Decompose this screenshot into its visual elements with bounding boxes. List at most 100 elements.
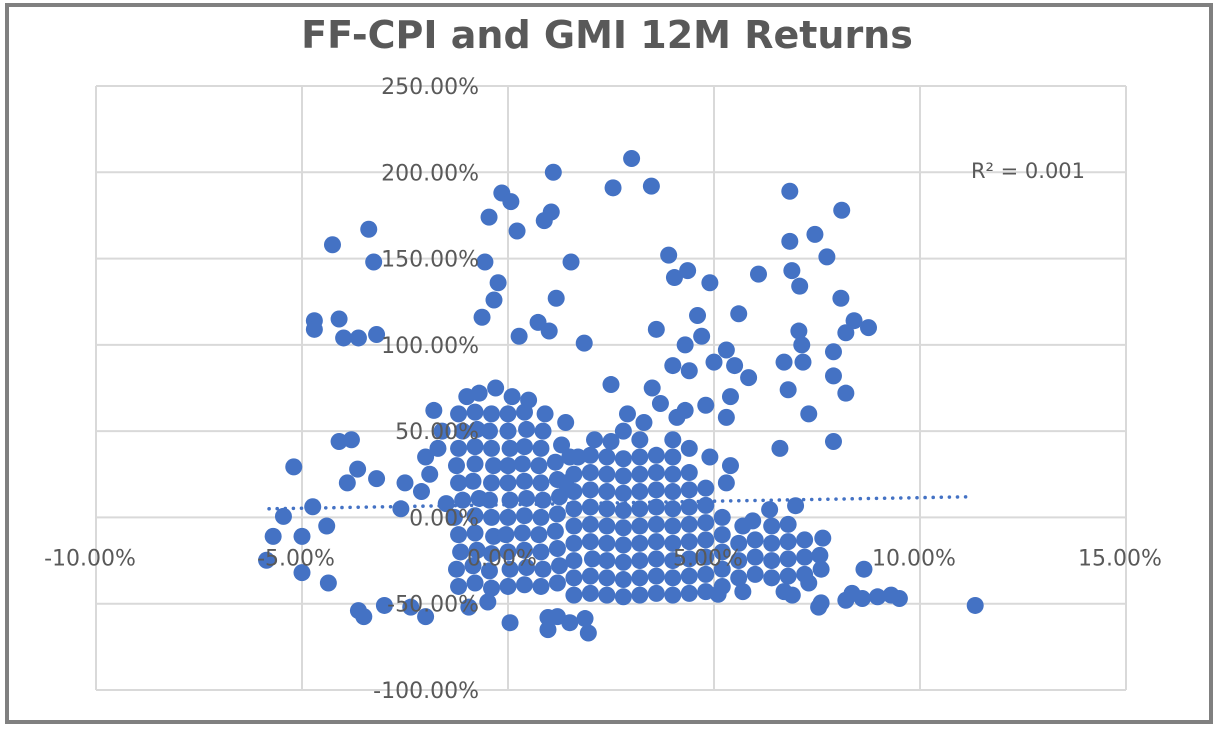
gridlines <box>95 85 1127 691</box>
data-point <box>763 517 781 535</box>
data-point <box>855 560 873 578</box>
data-point <box>642 177 660 195</box>
data-point <box>518 558 536 576</box>
data-point <box>499 457 517 475</box>
data-point <box>542 203 560 221</box>
data-point <box>664 586 682 604</box>
data-point <box>680 498 698 516</box>
data-point <box>779 567 797 585</box>
data-point <box>824 343 842 361</box>
data-point <box>833 201 851 219</box>
data-point <box>966 596 984 614</box>
data-point <box>293 564 311 582</box>
data-point <box>454 422 472 440</box>
data-point <box>713 577 731 595</box>
data-point <box>349 460 367 478</box>
data-point <box>664 448 682 466</box>
data-point <box>530 526 548 544</box>
data-points <box>258 149 984 642</box>
data-point <box>480 208 498 226</box>
data-point <box>565 483 583 501</box>
data-point <box>285 458 303 476</box>
r-squared-label: R² = 0.001 <box>971 159 1085 183</box>
data-point <box>779 533 797 551</box>
data-point <box>598 586 616 604</box>
data-point <box>740 369 758 387</box>
data-point <box>551 488 568 506</box>
data-point <box>713 526 731 544</box>
data-point <box>647 567 665 585</box>
data-point <box>534 422 552 440</box>
data-point <box>860 319 877 337</box>
y-tick-label: 100.00% <box>381 334 479 359</box>
data-point <box>680 515 698 533</box>
data-point <box>664 357 682 375</box>
data-point <box>466 455 484 473</box>
data-point <box>503 388 521 406</box>
data-point <box>258 551 276 569</box>
data-point <box>581 533 599 551</box>
data-point <box>368 470 386 488</box>
y-tick-label: -50.00% <box>387 593 479 618</box>
data-point <box>489 274 507 292</box>
data-point <box>476 253 494 271</box>
data-point <box>790 322 808 340</box>
data-point <box>721 457 739 475</box>
data-point <box>746 565 764 583</box>
data-point <box>631 569 649 587</box>
data-point <box>479 593 497 611</box>
data-point <box>746 548 764 566</box>
data-point <box>581 481 599 499</box>
data-point <box>837 384 855 402</box>
data-point <box>697 583 715 601</box>
data-point <box>421 465 439 483</box>
data-point <box>539 621 557 639</box>
data-point <box>783 262 801 280</box>
axis-labels: -10.00% -5.00% 0.00% 5.00% 10.00% 15.00% -100.… <box>44 75 1162 704</box>
data-point <box>532 474 550 492</box>
data-point <box>515 507 533 525</box>
data-point <box>365 253 383 271</box>
data-point <box>304 498 322 516</box>
data-point <box>581 446 599 464</box>
data-point <box>713 560 731 578</box>
data-point <box>448 457 465 475</box>
data-point <box>319 574 337 592</box>
data-point <box>781 182 799 200</box>
data-point <box>713 543 731 561</box>
data-point <box>598 448 616 466</box>
data-point <box>614 571 632 589</box>
data-point <box>551 557 568 575</box>
data-point <box>546 453 564 471</box>
data-point <box>730 534 748 552</box>
data-point <box>499 474 517 492</box>
data-point <box>693 327 711 345</box>
data-point <box>614 422 632 440</box>
data-point <box>818 248 836 266</box>
data-point <box>581 567 599 585</box>
data-point <box>680 439 698 457</box>
data-point <box>565 517 583 535</box>
y-tick-label: 0.00% <box>409 506 479 531</box>
data-point <box>581 464 599 482</box>
data-point <box>565 552 583 570</box>
data-point <box>614 553 632 571</box>
x-tick-label: 0.00% <box>467 546 537 571</box>
data-point <box>680 567 698 585</box>
data-point <box>730 552 748 570</box>
data-point <box>647 498 665 516</box>
data-point <box>604 179 622 197</box>
data-point <box>837 324 855 342</box>
data-point <box>534 560 552 578</box>
data-point <box>293 527 311 545</box>
data-point <box>499 422 517 440</box>
data-point <box>454 491 472 509</box>
data-point <box>586 431 604 449</box>
data-point <box>664 431 682 449</box>
data-point <box>483 545 501 563</box>
data-point <box>779 550 797 568</box>
data-point <box>536 405 554 423</box>
data-point <box>544 163 562 181</box>
data-point <box>680 584 698 602</box>
data-point <box>448 560 465 578</box>
